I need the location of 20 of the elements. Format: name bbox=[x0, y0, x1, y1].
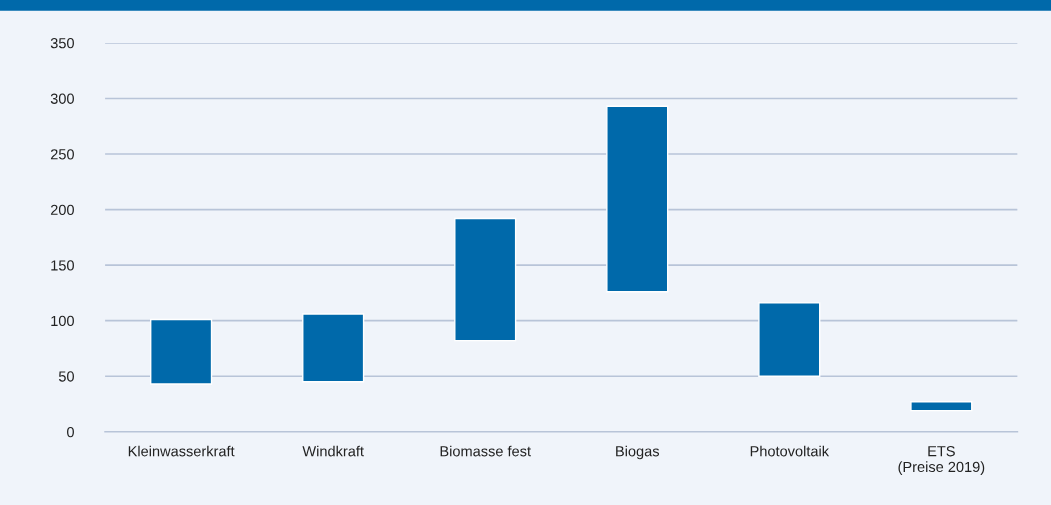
bar bbox=[302, 313, 365, 383]
bar bbox=[910, 401, 973, 412]
x-tick-label: Windkraft bbox=[302, 445, 364, 457]
y-tick-label: 250 bbox=[50, 149, 74, 160]
y-tick-label: 200 bbox=[50, 204, 74, 215]
y-tick-label: 100 bbox=[51, 315, 74, 327]
y-tick-label: 300 bbox=[50, 93, 74, 104]
y-tick-label: 150 bbox=[51, 260, 74, 271]
x-tick-label: Photovoltaik bbox=[750, 445, 830, 457]
bar bbox=[454, 217, 517, 342]
y-tick-label: 350 bbox=[50, 38, 74, 49]
bar bbox=[606, 105, 669, 293]
x-tick-label: Biomasse fest bbox=[440, 445, 531, 457]
bar bbox=[150, 318, 213, 385]
x-tick-label: Kleinwasserkraft bbox=[128, 445, 235, 457]
y-tick-label: 0 bbox=[67, 426, 74, 438]
y-tick-label: 50 bbox=[58, 371, 74, 382]
x-tick-label: Biogas bbox=[616, 445, 660, 460]
bar bbox=[758, 302, 821, 377]
x-tick-label: ETS (Preise 2019) bbox=[898, 446, 985, 475]
